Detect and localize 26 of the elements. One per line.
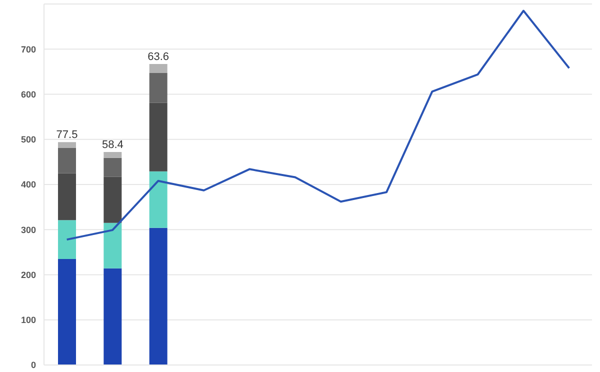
bar [149, 102, 168, 172]
y-tick-label: 500 [20, 134, 36, 145]
bar [58, 173, 76, 220]
y-tick-label: 200 [20, 270, 36, 280]
bar [104, 152, 122, 158]
y-tick-label: 700 [20, 44, 36, 54]
y-tick-label: 400 [20, 180, 36, 190]
bar [58, 142, 76, 148]
bar [104, 268, 122, 365]
y-tick-label: 100 [20, 315, 36, 326]
bar [149, 64, 168, 74]
y-tick-label: 600 [20, 89, 36, 100]
bar [149, 73, 168, 103]
annotation: 63.6 [148, 51, 170, 64]
y-tick-label: 0 [30, 360, 36, 370]
bar [104, 176, 122, 223]
bar [104, 158, 122, 177]
bar [104, 222, 122, 268]
y-tick-label: 300 [20, 224, 36, 235]
annotation: 77.5 [56, 129, 78, 142]
bar [58, 148, 76, 174]
bar [58, 258, 76, 365]
annotation: 58.4 [102, 139, 124, 152]
bar [58, 220, 76, 259]
bar [149, 228, 168, 365]
bar [149, 171, 168, 228]
